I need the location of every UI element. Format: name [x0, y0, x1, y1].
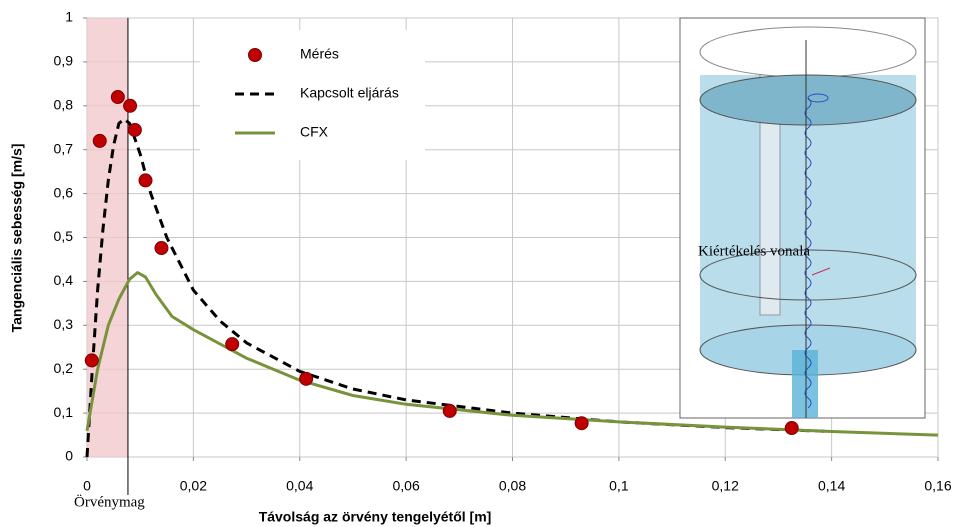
legend-marker — [249, 49, 262, 62]
chart: Távolság az örvény tengelyétől [m] Tange… — [0, 0, 959, 527]
x-tick-label: 0,1 — [609, 478, 629, 494]
legend-label: Kapcsolt eljárás — [300, 85, 399, 101]
legend: Kapcsolt eljárás CFX Mérés — [200, 30, 425, 160]
y-tick-label: 0,8 — [54, 97, 74, 113]
marker — [575, 417, 588, 430]
y-tick-label: 0 — [65, 448, 73, 464]
x-tick-label: 0,16 — [924, 478, 951, 494]
y-tick-label: 0,4 — [54, 272, 74, 288]
x-axis-label: Távolság az örvény tengelyétől [m] — [259, 509, 492, 525]
marker — [85, 354, 98, 367]
page: Távolság az örvény tengelyétől [m] Tange… — [0, 0, 959, 527]
x-tick-label: 0,12 — [712, 478, 739, 494]
marker — [93, 134, 106, 147]
y-tick-label: 0,7 — [54, 140, 74, 156]
outlet-pipe — [792, 350, 818, 418]
x-tick-label: 0,06 — [393, 478, 420, 494]
marker — [155, 242, 168, 255]
marker — [124, 99, 137, 112]
marker — [785, 422, 798, 435]
legend-label: CFX — [300, 124, 329, 140]
y-tick-label: 0,6 — [54, 184, 74, 200]
marker — [128, 123, 141, 136]
marker — [111, 91, 124, 104]
x-tick-label: 0,02 — [180, 478, 207, 494]
inset-label: Kiértékelés vonala — [698, 243, 810, 259]
x-tick-label: 0,04 — [286, 478, 313, 494]
y-axis-label: Tangenciális sebesség [m/s] — [9, 144, 25, 333]
legend-label: Mérés — [300, 46, 339, 62]
y-tick-label: 0,1 — [54, 404, 74, 420]
y-tick-label: 1 — [65, 9, 73, 25]
y-tick-label: 0,9 — [54, 53, 74, 69]
tank-lid — [700, 27, 916, 77]
x-tick-label: 0 — [83, 478, 91, 494]
y-tick-label: 0,3 — [54, 316, 74, 332]
annotation: Örvénymag — [74, 493, 145, 510]
x-tick-label: 0,08 — [499, 478, 526, 494]
marker — [443, 404, 456, 417]
y-tick-label: 0,2 — [54, 360, 74, 376]
x-tick-label: 0,14 — [818, 478, 845, 494]
y-tick-label: 0,5 — [54, 228, 74, 244]
marker — [300, 372, 313, 385]
marker — [139, 174, 152, 187]
marker — [226, 338, 239, 351]
inset-figure: Kiértékelés vonala — [680, 18, 925, 418]
